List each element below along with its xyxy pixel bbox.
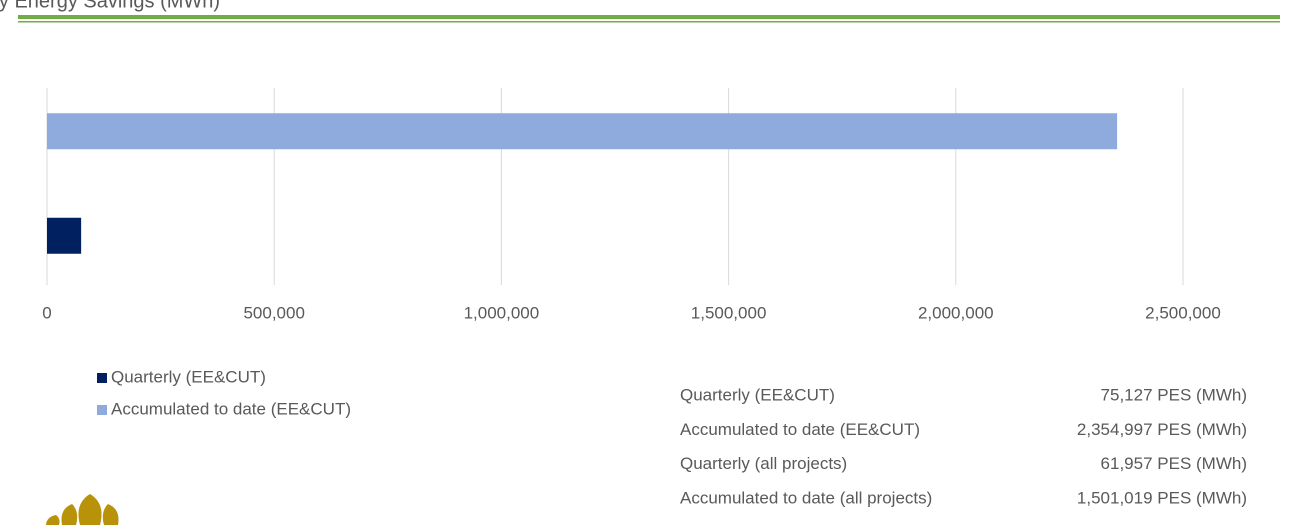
header-rule: [18, 15, 1280, 19]
x-tick-label: 0: [42, 303, 51, 322]
table-label: Quarterly (EE&CUT): [680, 385, 835, 404]
bar: [47, 113, 1118, 150]
chart-title: Primary Energy Savings (MWh): [0, 0, 220, 12]
legend-label: Accumulated to date (EE&CUT): [111, 399, 351, 418]
bar: [47, 217, 82, 254]
logo: [46, 494, 119, 525]
x-tick-label: 1,500,000: [691, 303, 767, 322]
legend-label: Quarterly (EE&CUT): [111, 367, 266, 386]
table-label: Accumulated to date (EE&CUT): [680, 420, 920, 439]
x-tick-label: 500,000: [243, 303, 304, 322]
table-value: 75,127 PES (MWh): [1101, 385, 1247, 404]
table-value: 2,354,997 PES (MWh): [1077, 420, 1247, 439]
table-value: 61,957 PES (MWh): [1101, 454, 1247, 473]
table-label: Accumulated to date (all projects): [680, 488, 932, 507]
legend-swatch: [97, 373, 107, 383]
x-tick-label: 2,500,000: [1145, 303, 1221, 322]
table-label: Quarterly (all projects): [680, 454, 847, 473]
x-tick-label: 2,000,000: [918, 303, 994, 322]
header-rule: [18, 21, 1280, 23]
x-tick-label: 1,000,000: [464, 303, 540, 322]
table-value: 1,501,019 PES (MWh): [1077, 488, 1247, 507]
legend-swatch: [97, 405, 107, 415]
